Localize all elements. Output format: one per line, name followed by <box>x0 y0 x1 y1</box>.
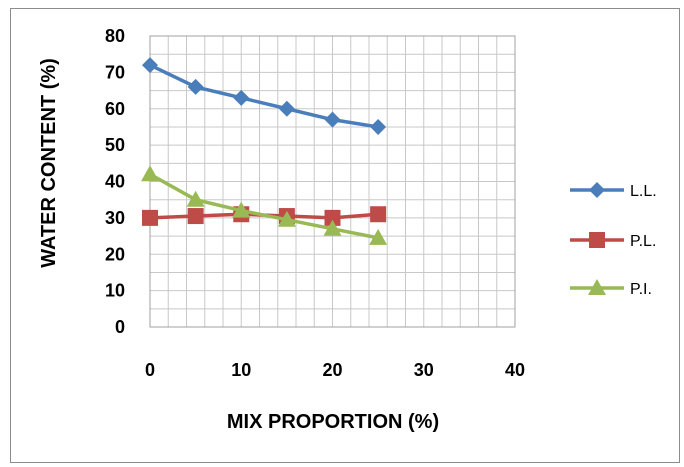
y-tick-label: 50 <box>105 135 125 155</box>
data-point-pl <box>187 208 204 225</box>
grid-lines <box>149 35 516 328</box>
data-point-ll <box>187 78 204 95</box>
legend-label-pl: P.L. <box>630 233 656 250</box>
data-point-pi <box>232 201 251 218</box>
y-tick-label: 40 <box>105 172 125 192</box>
data-point-pl <box>370 206 387 223</box>
x-tick-label: 20 <box>322 360 342 380</box>
data-point-pi <box>141 165 159 182</box>
y-tick-label: 30 <box>105 208 125 228</box>
data-point-ll <box>233 89 250 106</box>
y-tick-label: 10 <box>105 281 125 301</box>
y-tick-label: 80 <box>105 26 125 46</box>
y-tick-label: 70 <box>105 62 125 82</box>
x-tick-labels: 0 10 20 30 40 <box>145 360 525 380</box>
series-line-ll <box>149 63 379 129</box>
x-tick-label: 40 <box>505 360 525 380</box>
chart-frame <box>10 8 680 463</box>
x-tick-label: 30 <box>414 360 434 380</box>
data-point-ll <box>324 111 341 128</box>
data-point-pi <box>277 210 296 227</box>
legend-marker-ll <box>589 182 605 198</box>
data-point-pi <box>369 228 388 245</box>
y-axis-title: WATER CONTENT (%) <box>38 58 60 268</box>
data-point-ll <box>278 100 295 117</box>
plot-area-border <box>149 35 516 328</box>
data-point-ll <box>142 57 158 74</box>
y-tick-label: 0 <box>115 317 125 337</box>
legend-marker-pl <box>589 232 605 248</box>
legend-label-pi: P.I. <box>630 281 652 298</box>
data-point-ll <box>370 118 387 135</box>
data-point-pl <box>324 209 341 226</box>
data-point-pi <box>186 190 205 207</box>
y-tick-label: 60 <box>105 99 125 119</box>
series-line-pi <box>149 172 379 240</box>
legend-label-ll: L.L. <box>630 183 657 200</box>
legend-marker-pi <box>588 279 606 295</box>
data-point-pi <box>323 219 342 236</box>
data-point-pl <box>142 209 158 226</box>
legend: L.L. P.L. P.I. <box>570 182 657 298</box>
y-tick-labels: 0 10 20 30 40 50 60 70 80 <box>105 26 125 337</box>
series-group <box>141 57 388 245</box>
y-tick-label: 20 <box>105 244 125 264</box>
x-axis-title: MIX PROPORTION (%) <box>227 411 439 433</box>
x-tick-label: 0 <box>145 360 155 380</box>
x-tick-label: 10 <box>231 360 251 380</box>
